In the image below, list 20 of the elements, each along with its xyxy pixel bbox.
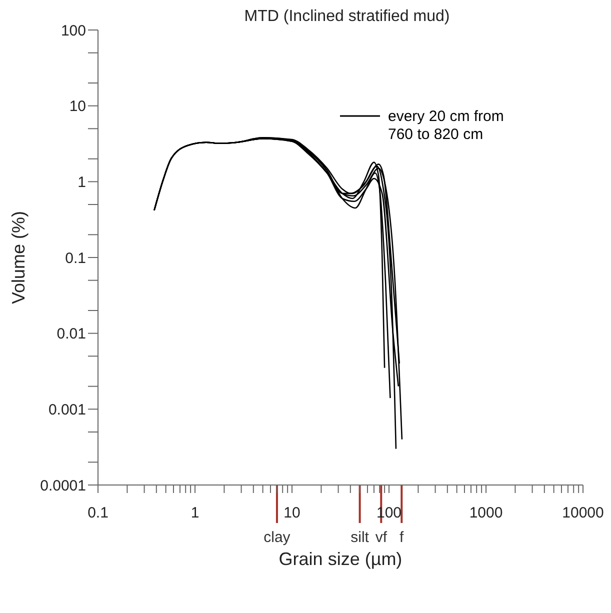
- chart-title: MTD (Inclined stratified mud): [243, 8, 451, 26]
- y-tick-label: 10: [69, 98, 86, 116]
- y-axis-title: Volume (%): [8, 210, 28, 304]
- y-tick-label: 0.0001: [40, 477, 86, 494]
- ref-line-label: clay: [264, 529, 291, 546]
- y-tick-label: 100: [60, 22, 86, 40]
- ref-line-label: silt: [350, 529, 370, 546]
- x-tick-label: 0.1: [88, 504, 108, 522]
- y-tick-label: 0.001: [48, 401, 86, 418]
- x-tick-label: 1000: [469, 504, 503, 522]
- legend-label: every 20 cm from 760 to 820 cm: [388, 108, 505, 144]
- y-tick-label: 0.01: [56, 326, 86, 343]
- ref-line-label: f: [400, 529, 405, 546]
- x-tick-label: 10000: [562, 504, 604, 522]
- x-axis-title: Grain size (µm): [278, 549, 402, 569]
- y-tick-label: 0.1: [65, 250, 86, 267]
- ref-line-label: vf: [375, 529, 388, 546]
- x-tick-label: 1: [190, 504, 200, 522]
- x-tick-label: 10: [284, 504, 300, 522]
- y-tick-label: 1: [78, 174, 86, 191]
